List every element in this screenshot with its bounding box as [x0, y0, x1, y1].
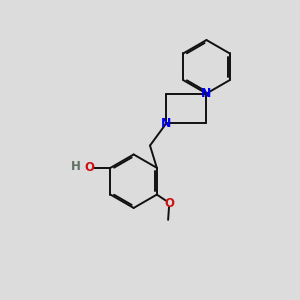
Text: O: O	[84, 161, 94, 174]
Text: O: O	[164, 197, 174, 210]
Text: N: N	[161, 117, 172, 130]
Text: N: N	[201, 87, 212, 100]
Text: H: H	[71, 160, 81, 173]
